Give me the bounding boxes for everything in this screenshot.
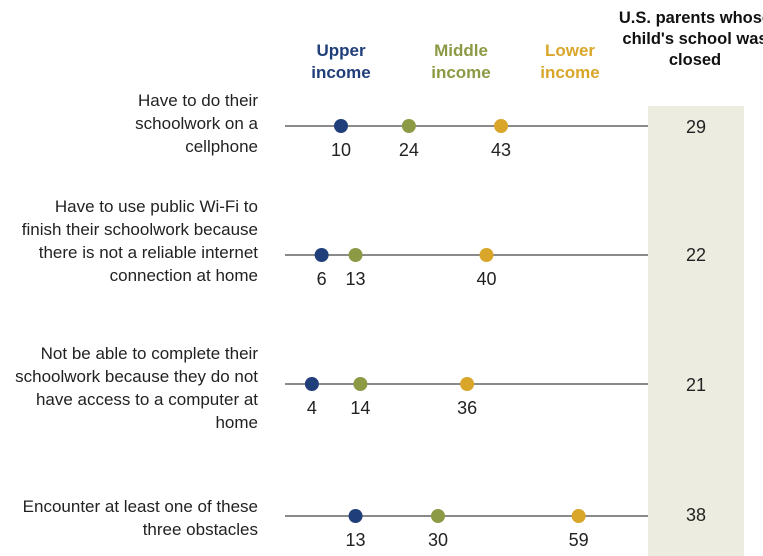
legend-middle-income: Middle income [431,41,491,82]
upper-income-value-label: 4 [307,398,317,418]
upper-income-dot [348,509,363,523]
legend-lower-income: Lower income [540,41,600,82]
middle-income-dot [431,509,445,523]
row-label-no-computer: Not be able to complete their schoolwork… [15,344,258,432]
total-any-obstacle: 38 [685,505,707,525]
upper-income-value-label: 10 [331,140,351,160]
row-label-any-obstacle: Encounter at least one of these three ob… [22,497,258,539]
lower-income-value-label: 43 [491,140,511,160]
total-no-computer: 21 [685,375,707,395]
lower-income-value-label: 36 [457,398,477,418]
lower-income-dot [494,119,509,133]
middle-income-value-label: 24 [399,140,419,160]
total-column-header: U.S. parents whose child's school was cl… [618,9,763,69]
total-public-wifi: 22 [685,245,707,265]
lower-income-value-label: 59 [569,530,589,550]
upper-income-value-label: 13 [346,530,366,550]
middle-income-value-label: 30 [428,530,448,550]
total-cellphone: 29 [685,117,707,137]
upper-income-value-label: 6 [317,269,327,289]
upper-income-dot [334,119,348,133]
lower-income-value-label: 40 [476,269,496,289]
lower-income-dot [571,509,586,523]
middle-income-value-label: 14 [350,398,370,418]
middle-income-dot [401,119,416,133]
lower-income-dot [460,377,475,391]
upper-income-dot [314,248,329,262]
lower-income-dot [479,248,494,262]
middle-income-dot [348,248,363,262]
middle-income-dot [353,377,368,391]
middle-income-value-label: 13 [346,269,366,289]
row-label-cellphone: Have to do their schoolwork on a cellpho… [135,91,258,156]
row-label-public-wifi: Have to use public Wi-Fi to finish their… [21,197,258,285]
legend-upper-income: Upper income [311,41,371,82]
upper-income-dot [304,377,319,391]
total-column-background [648,106,744,556]
